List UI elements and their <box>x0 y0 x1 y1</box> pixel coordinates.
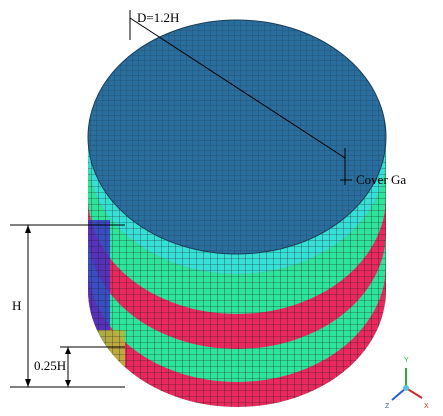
axis-y-label: Y <box>404 357 409 364</box>
cover-label: Cover Ga <box>356 172 406 187</box>
diagram: D=1.2H Cover Ga H 0.25H Y Z X <box>0 0 443 416</box>
height-label: H <box>12 298 21 313</box>
axis-triad: Y Z X <box>385 357 429 410</box>
diameter-label: D=1.2H <box>137 10 179 25</box>
quarter-height-label: 0.25H <box>34 358 66 373</box>
axis-x-label: X <box>424 403 429 410</box>
axis-z-label: Z <box>385 403 390 410</box>
cylinder-mesh <box>80 20 400 416</box>
